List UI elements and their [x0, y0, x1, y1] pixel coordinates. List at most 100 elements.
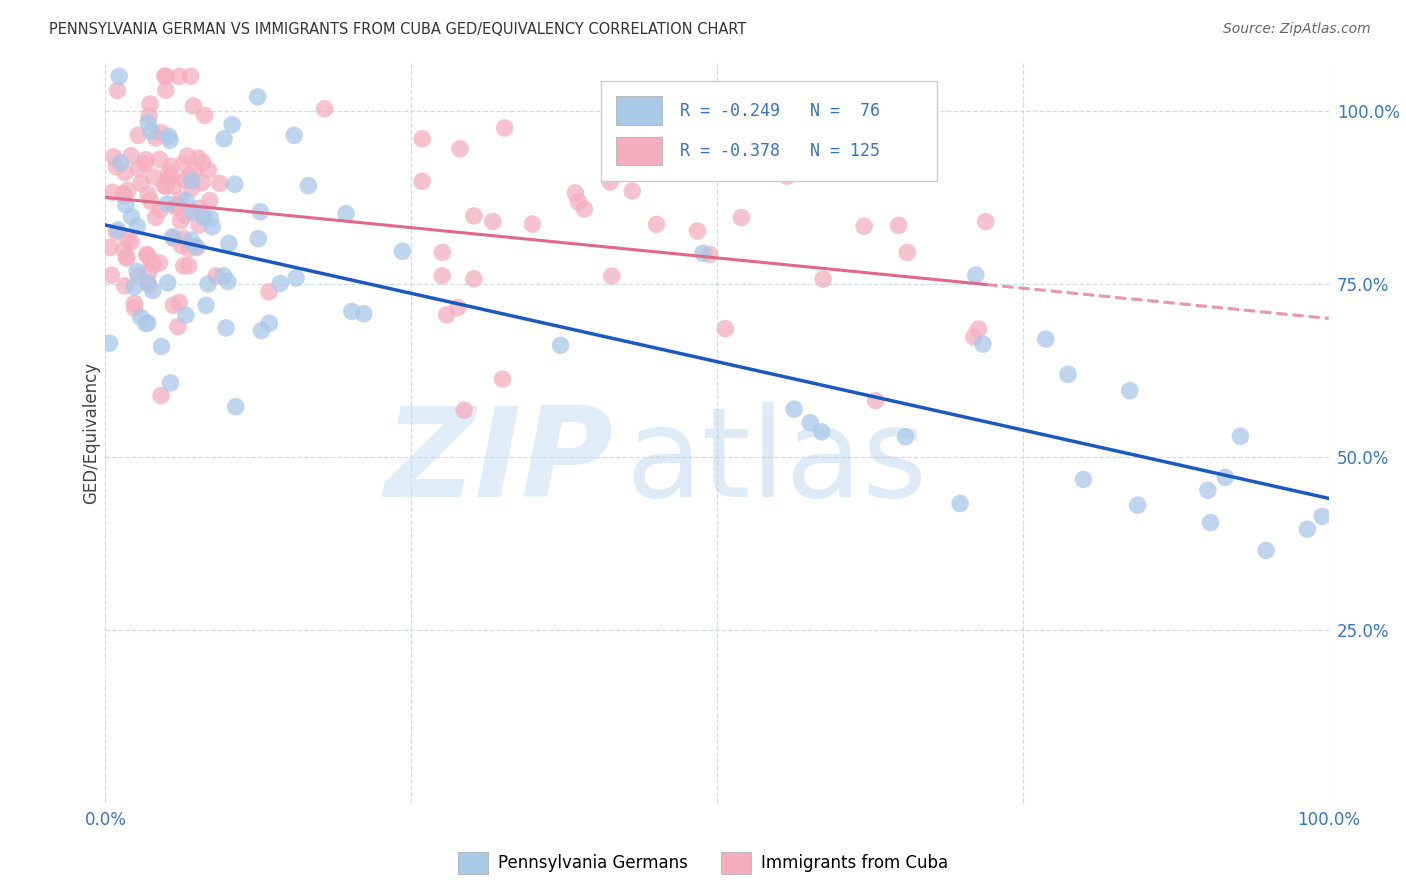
Point — [250, 324, 273, 338]
Point — [187, 151, 209, 165]
Point — [221, 118, 243, 132]
Point — [283, 128, 305, 143]
Point — [180, 174, 202, 188]
Point — [176, 194, 198, 208]
Point — [174, 208, 197, 222]
Point — [174, 308, 197, 322]
Point — [463, 209, 485, 223]
Point — [285, 271, 308, 285]
Point — [162, 298, 184, 312]
Point — [201, 219, 224, 234]
Point — [149, 153, 172, 167]
Point — [159, 376, 181, 390]
Point — [107, 84, 129, 98]
Point — [1199, 516, 1222, 530]
Point — [150, 388, 173, 402]
Point — [198, 194, 221, 208]
Point — [1197, 483, 1219, 498]
Point — [411, 132, 433, 146]
Point — [1119, 384, 1142, 398]
Point — [136, 115, 159, 129]
Point — [1310, 509, 1333, 524]
Point — [155, 83, 177, 97]
Point — [136, 187, 159, 202]
Point — [153, 70, 176, 84]
Text: PENNSYLVANIA GERMAN VS IMMIGRANTS FROM CUBA GED/EQUIVALENCY CORRELATION CHART: PENNSYLVANIA GERMAN VS IMMIGRANTS FROM C… — [49, 22, 747, 37]
Point — [160, 169, 183, 184]
Point — [142, 257, 165, 271]
Point — [149, 126, 172, 140]
Point — [249, 204, 271, 219]
Point — [165, 200, 187, 214]
Point — [463, 272, 485, 286]
Point — [167, 319, 190, 334]
Point — [1229, 429, 1251, 443]
Point — [163, 178, 186, 193]
Point — [335, 206, 357, 220]
Point — [157, 165, 180, 179]
Point — [645, 218, 668, 232]
Point — [162, 231, 184, 245]
Point — [128, 161, 150, 176]
Point — [100, 268, 122, 283]
Point — [117, 184, 139, 198]
Point — [105, 225, 128, 239]
Point — [173, 259, 195, 273]
Point — [212, 268, 235, 283]
Point — [139, 97, 162, 112]
Point — [574, 202, 596, 216]
Point — [107, 223, 129, 237]
Point — [853, 219, 876, 234]
Point — [1126, 498, 1149, 512]
Point — [217, 275, 239, 289]
Text: R = -0.378   N = 125: R = -0.378 N = 125 — [681, 143, 880, 161]
Point — [115, 251, 138, 265]
Point — [115, 251, 138, 265]
Point — [314, 102, 336, 116]
Point — [972, 337, 994, 351]
Point — [811, 272, 834, 286]
Point — [225, 400, 247, 414]
Point — [887, 219, 910, 233]
Point — [142, 170, 165, 185]
Point — [160, 159, 183, 173]
Text: atlas: atlas — [626, 401, 928, 523]
Point — [124, 280, 146, 294]
Point — [177, 242, 200, 256]
Point — [183, 99, 205, 113]
Point — [810, 425, 832, 439]
Point — [139, 194, 162, 208]
Point — [155, 70, 177, 84]
Point — [176, 149, 198, 163]
Point — [208, 177, 231, 191]
Point — [205, 268, 228, 283]
Point — [686, 224, 709, 238]
Text: R = -0.249   N =  76: R = -0.249 N = 76 — [681, 102, 880, 120]
Point — [135, 317, 157, 331]
Point — [156, 197, 179, 211]
Point — [120, 235, 142, 249]
Point — [135, 247, 157, 261]
Point — [177, 259, 200, 273]
Point — [136, 249, 159, 263]
Point — [115, 198, 138, 212]
Point — [965, 268, 987, 282]
Point — [145, 131, 167, 145]
Point — [432, 268, 454, 283]
Point — [156, 276, 179, 290]
Point — [148, 256, 170, 270]
FancyBboxPatch shape — [600, 81, 938, 181]
Point — [103, 150, 125, 164]
Point — [157, 170, 180, 185]
Point — [212, 132, 235, 146]
Point — [447, 301, 470, 315]
Point — [169, 295, 191, 310]
Point — [138, 109, 160, 123]
Point — [449, 142, 471, 156]
Point — [101, 186, 124, 200]
Point — [865, 393, 887, 408]
Point — [157, 129, 180, 144]
Point — [179, 169, 201, 183]
Point — [1035, 332, 1057, 346]
Point — [134, 156, 156, 170]
